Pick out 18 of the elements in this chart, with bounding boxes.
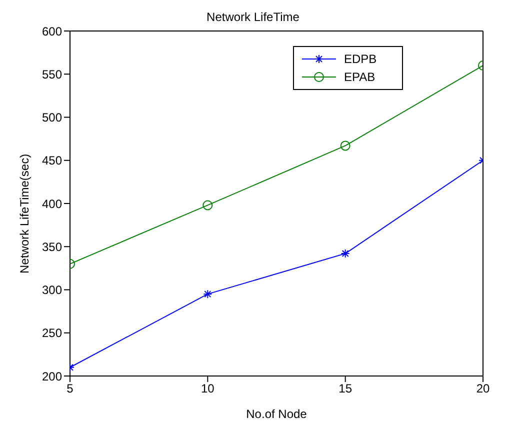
y-tick-label: 250 [42,326,62,340]
legend-label: EPAB [344,70,376,84]
y-tick-label: 350 [42,240,62,254]
chart-title: Network LifeTime [206,10,300,24]
y-tick-label: 500 [42,110,62,125]
y-tick-label: 450 [42,154,62,168]
y-tick-label: 550 [42,67,62,82]
x-axis-title: No.of Node [246,407,308,421]
x-tick-label: 20 [476,382,490,396]
x-tick-label: 15 [338,382,352,396]
y-tick-label: 400 [42,196,62,211]
y-tick-label: 200 [42,369,62,384]
legend-label: EDPB [344,52,377,66]
x-tick-label: 10 [200,382,215,396]
y-tick-label: 600 [42,24,62,38]
x-tick-label: 5 [66,382,74,396]
y-tick-label: 300 [42,283,62,298]
y-axis-title: Network LifeTime(sec) [17,154,32,274]
